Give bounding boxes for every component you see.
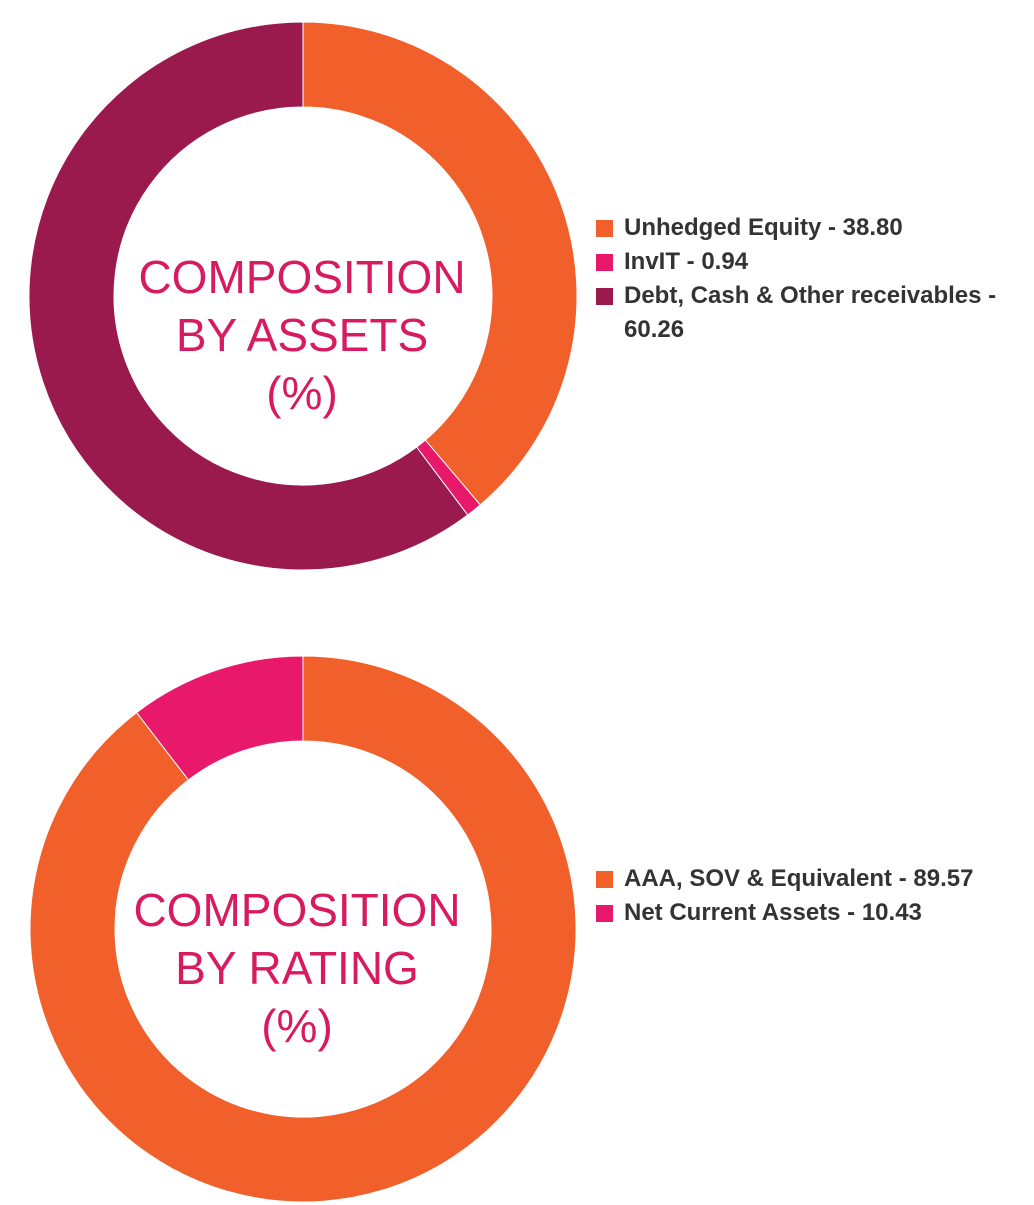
assets-center-title: COMPOSITION BY ASSETS (%) (112, 248, 492, 422)
legend-item-invit: InvIT - 0.94 (596, 245, 1026, 279)
legend-item-debt-cash-other: Debt, Cash & Other receivables - 60.26 (596, 279, 1026, 347)
rating-center-title: COMPOSITION BY RATING (%) (107, 881, 487, 1055)
legend-label-net-current-assets: Net Current Assets - 10.43 (624, 899, 922, 926)
assets-title-line-1: COMPOSITION (138, 251, 466, 303)
assets-donut-chart: COMPOSITION BY ASSETS (%) Unhedged Equit… (0, 0, 1034, 600)
rating-slice-aaa-sov-equivalent (29, 655, 577, 1203)
legend-label-aaa-sov: AAA, SOV & Equivalent - 89.57 (624, 865, 974, 892)
legend-label-unhedged-equity: Unhedged Equity - 38.80 (624, 214, 903, 241)
legend-item-net-current-assets: Net Current Assets - 10.43 (596, 896, 1026, 930)
rating-title-line-3: (%) (261, 1000, 333, 1052)
assets-slice-unhedged-equity (302, 21, 578, 506)
legend-swatch-aaa-sov (596, 871, 613, 888)
rating-title-line-1: COMPOSITION (133, 884, 461, 936)
legend-swatch-unhedged-equity (596, 220, 613, 237)
rating-title-line-2: BY RATING (175, 942, 419, 994)
legend-item-aaa-sov: AAA, SOV & Equivalent - 89.57 (596, 862, 1026, 896)
rating-donut-svg (29, 655, 577, 1203)
rating-donut-chart: COMPOSITION BY RATING (%) AAA, SOV & Equ… (0, 630, 1034, 1205)
assets-title-line-3: (%) (266, 367, 338, 419)
rating-legend: AAA, SOV & Equivalent - 89.57 Net Curren… (596, 862, 1026, 930)
rating-slice-net-current-assets (135, 655, 304, 781)
legend-label-debt-cash-other: Debt, Cash & Other receivables - 60.26 (624, 282, 997, 343)
assets-legend: Unhedged Equity - 38.80 InvIT - 0.94 Deb… (596, 211, 1026, 347)
legend-label-invit: InvIT - 0.94 (624, 248, 749, 275)
assets-donut-svg (28, 21, 578, 571)
legend-swatch-net-current-assets (596, 905, 613, 922)
legend-swatch-debt-cash-other (596, 288, 613, 305)
legend-item-unhedged-equity: Unhedged Equity - 38.80 (596, 211, 1026, 245)
legend-swatch-invit (596, 254, 613, 271)
assets-title-line-2: BY ASSETS (175, 309, 429, 361)
assets-slice-debt-cash-other-receivables (28, 21, 469, 571)
